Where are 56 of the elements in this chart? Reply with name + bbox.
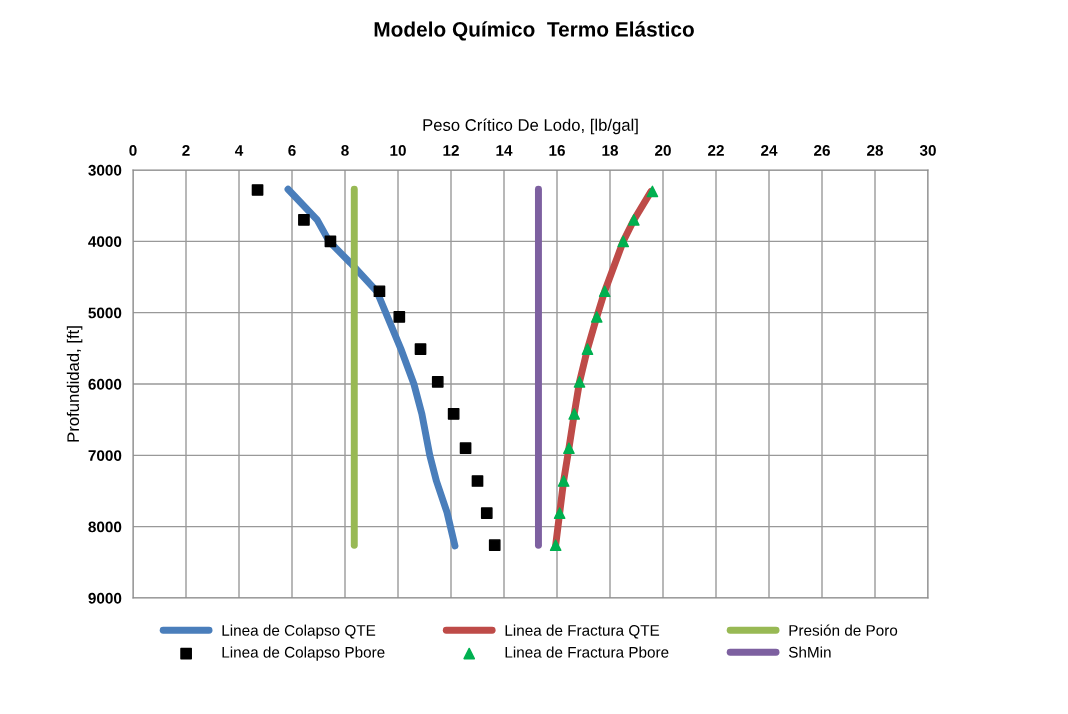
x-axis-title: Peso Crítico De Lodo, [lb/gal] bbox=[423, 118, 638, 135]
point bbox=[549, 539, 562, 552]
point bbox=[431, 376, 444, 388]
point bbox=[298, 214, 310, 226]
y-tick-label: 5000 bbox=[88, 307, 122, 319]
point bbox=[324, 235, 337, 248]
point bbox=[471, 475, 484, 487]
x-tick-label: 28 bbox=[867, 145, 884, 156]
x-tick-label: 22 bbox=[708, 145, 724, 156]
point bbox=[373, 285, 386, 298]
point bbox=[480, 507, 493, 519]
point bbox=[598, 285, 611, 298]
y-tick-label: 3000 bbox=[88, 164, 122, 176]
x-tick-label: 2 bbox=[182, 145, 190, 156]
y-tick-label: 8000 bbox=[88, 521, 122, 533]
x-tick-label: 18 bbox=[602, 145, 619, 156]
point bbox=[617, 235, 630, 248]
point bbox=[563, 442, 575, 455]
y-tick-label: 6000 bbox=[88, 378, 122, 390]
legend-label: Linea de Fractura QTE bbox=[505, 624, 660, 639]
x-tick-label: 12 bbox=[443, 145, 459, 156]
point bbox=[553, 507, 566, 519]
point bbox=[447, 408, 460, 420]
y-tick-label: 4000 bbox=[88, 236, 122, 248]
point bbox=[393, 311, 406, 323]
point bbox=[581, 343, 594, 355]
point bbox=[646, 185, 659, 198]
point bbox=[557, 475, 570, 487]
x-tick-label: 10 bbox=[390, 145, 406, 156]
chart-title: Modelo Químico Termo Elástico bbox=[374, 21, 694, 41]
legend-label: Linea de Colapso QTE bbox=[222, 624, 376, 639]
legend-label: Presión de Poro bbox=[789, 624, 898, 636]
y-tick-label: 7000 bbox=[88, 450, 122, 462]
y-axis-title: Profundidad, [ft] bbox=[66, 326, 83, 442]
x-tick-label: 30 bbox=[919, 145, 936, 156]
point bbox=[573, 376, 586, 388]
point bbox=[459, 442, 472, 455]
y-tick-label: 9000 bbox=[88, 592, 122, 604]
legend-label: ShMin bbox=[788, 646, 831, 658]
x-tick-label: 0 bbox=[129, 145, 137, 156]
x-tick-label: 14 bbox=[496, 145, 513, 156]
x-tick-label: 26 bbox=[814, 145, 830, 156]
point bbox=[251, 184, 264, 196]
point bbox=[628, 214, 640, 226]
x-tick-label: 16 bbox=[549, 145, 565, 156]
x-tick-label: 6 bbox=[288, 145, 296, 156]
x-tick-label: 8 bbox=[341, 145, 349, 156]
x-tick-label: 24 bbox=[761, 145, 778, 156]
legend-label: Linea de Colapso Pbore bbox=[222, 646, 385, 661]
x-tick-label: 4 bbox=[234, 145, 244, 156]
point bbox=[590, 311, 603, 323]
x-tick-label: 20 bbox=[655, 145, 671, 156]
point bbox=[488, 539, 501, 552]
point bbox=[414, 343, 427, 355]
legend-label: Linea de Fractura Pbore bbox=[505, 646, 669, 658]
point bbox=[568, 408, 581, 420]
